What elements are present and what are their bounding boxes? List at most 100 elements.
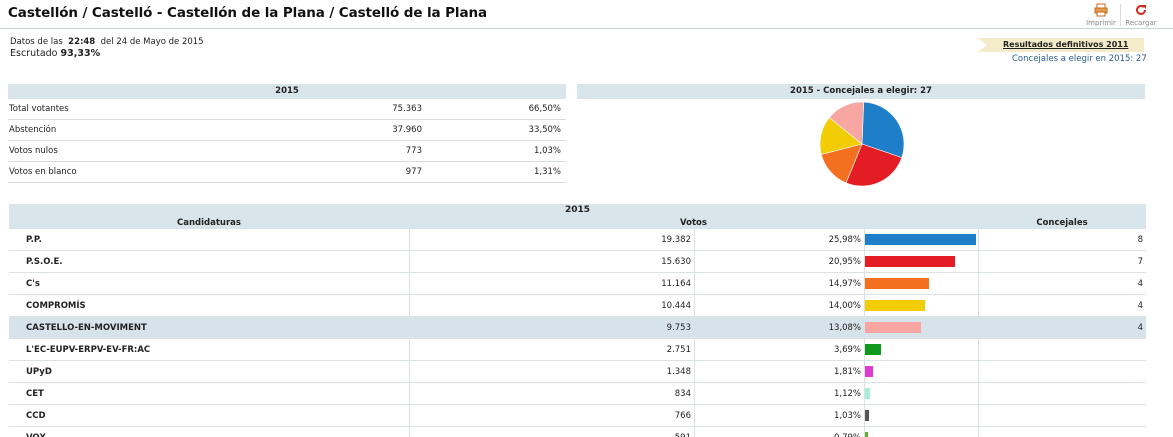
vote-share-bar	[865, 322, 921, 333]
column-divider	[864, 317, 865, 339]
column-divider	[978, 361, 979, 383]
summary-pct: 1,31%	[533, 167, 561, 177]
party-name: COMPROMÍS	[26, 301, 86, 311]
column-divider	[694, 317, 695, 339]
party-seats: 4	[1137, 323, 1143, 333]
data-prefix: Datos de las	[10, 37, 63, 47]
summary-label: Abstención	[9, 125, 57, 135]
summary-value: 37.960	[392, 125, 422, 135]
vote-share-bar	[865, 278, 929, 289]
summary-pct: 1,03%	[533, 146, 561, 156]
escrutado-value: 93,33%	[60, 48, 101, 59]
seats-header: 2015 - Concejales a elegir: 27	[577, 84, 1145, 99]
party-pct: 1,03%	[833, 411, 861, 421]
candidate-row: C's 11.164 14,97% 4	[9, 273, 1146, 295]
vote-share-bar	[865, 410, 870, 421]
title-divider	[0, 28, 1173, 29]
candidate-row: UPyD 1.348 1,81%	[9, 361, 1146, 383]
column-divider	[864, 405, 865, 427]
candidate-row: P.P. 19.382 25,98% 8	[9, 229, 1146, 251]
column-divider	[409, 273, 410, 295]
vote-share-bar	[865, 366, 873, 377]
pie-slice	[845, 143, 903, 187]
candidate-row: COMPROMÍS 10.444 14,00% 4	[9, 295, 1146, 317]
summary-row: Votos nulos 773 1,03%	[8, 141, 566, 162]
party-pct: 0,79%	[694, 427, 863, 437]
column-divider	[409, 339, 410, 361]
column-divider	[864, 295, 865, 317]
party-name: CET	[26, 389, 44, 399]
party-name: CCD	[26, 411, 46, 421]
party-name: P.S.O.E.	[26, 257, 63, 267]
column-divider	[694, 229, 695, 251]
column-divider	[694, 427, 695, 437]
concejales-count: Concejales a elegir en 2015: 27	[1012, 54, 1147, 64]
party-votes: 10.444	[661, 301, 691, 311]
party-pct: 20,95%	[828, 257, 861, 267]
party-pct: 1,81%	[833, 367, 861, 377]
party-votes: 2.751	[666, 345, 691, 355]
column-divider	[694, 405, 695, 427]
summary-row: Votos en blanco 977 1,31%	[8, 162, 566, 183]
column-divider	[978, 339, 979, 361]
reload-button[interactable]: Recargar	[1124, 3, 1158, 27]
data-date: del 24 de Mayo de 2015	[100, 37, 204, 47]
candidate-row: CASTELLO-EN-MOVIMENT 9.753 13,08% 4	[9, 317, 1146, 339]
summary-value: 977	[405, 167, 422, 177]
column-divider	[409, 405, 410, 427]
vote-share-bar	[865, 388, 870, 399]
candidate-row: CCD 766 1,03%	[9, 405, 1146, 427]
party-name: L'EC-EUPV-ERPV-EV-FR:AC	[26, 345, 151, 355]
summary-table: 2015 Total votantes 75.363 66,50% Abstenció…	[8, 84, 566, 183]
data-time: 22:48	[68, 37, 96, 47]
column-divider	[864, 383, 865, 405]
party-name: VOX	[26, 427, 46, 437]
summary-label: Votos en blanco	[9, 167, 77, 177]
party-pct: 14,97%	[828, 279, 861, 289]
column-divider	[978, 251, 979, 273]
column-divider	[694, 383, 695, 405]
column-divider	[694, 273, 695, 295]
party-votes: 11.164	[661, 279, 691, 289]
column-headers: Candidaturas Votos Concejales	[9, 217, 1146, 229]
party-pct: 25,98%	[828, 235, 861, 245]
party-votes: 1.348	[666, 367, 691, 377]
candidates-year-header: 2015	[9, 204, 1146, 217]
seats-pie-chart	[819, 101, 905, 187]
summary-value: 773	[405, 146, 422, 156]
column-divider	[864, 251, 865, 273]
column-divider	[409, 251, 410, 273]
refresh-icon	[1136, 4, 1146, 15]
print-label: Imprimir	[1086, 19, 1116, 27]
summary-row: Total votantes 75.363 66,50%	[8, 99, 566, 120]
party-seats: 8	[1137, 235, 1143, 245]
party-name: P.P.	[26, 235, 42, 245]
escrutado-label: Escrutado	[10, 48, 58, 59]
column-divider	[694, 295, 695, 317]
column-divider	[864, 229, 865, 251]
column-divider	[978, 383, 979, 405]
party-pct: 3,69%	[833, 345, 861, 355]
candidate-row: P.S.O.E. 15.630 20,95% 7	[9, 251, 1146, 273]
summary-label: Total votantes	[9, 104, 69, 114]
print-button[interactable]: Imprimir	[1084, 3, 1118, 27]
party-name: CASTELLO-EN-MOVIMENT	[26, 323, 147, 333]
summary-row: Abstención 37.960 33,50%	[8, 120, 566, 141]
column-divider	[409, 295, 410, 317]
candidate-row: CET 834 1,12%	[9, 383, 1146, 405]
party-votes: 591	[409, 427, 693, 437]
party-votes: 766	[674, 411, 691, 421]
vote-share-bar	[865, 300, 925, 311]
reload-label: Recargar	[1125, 19, 1157, 27]
column-divider	[409, 361, 410, 383]
column-divider	[864, 339, 865, 361]
pie-slice	[828, 101, 864, 145]
party-votes: 834	[674, 389, 691, 399]
col-votos: Votos	[680, 218, 707, 228]
column-divider	[864, 273, 865, 295]
party-name: UPyD	[26, 367, 52, 377]
column-divider	[978, 427, 979, 437]
vote-share-bar	[865, 432, 869, 437]
party-seats: 4	[1137, 301, 1143, 311]
results-2011-link[interactable]: Resultados definitivos 2011	[977, 38, 1144, 52]
